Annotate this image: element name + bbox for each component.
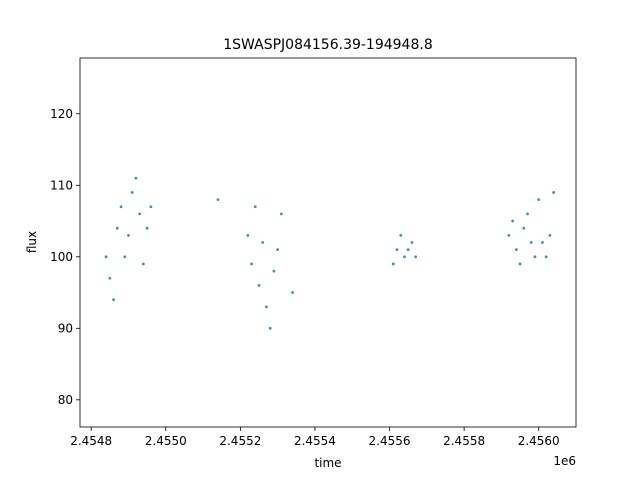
data-point [119, 205, 123, 209]
x-axis-offset-label: 1e6 [553, 454, 576, 468]
plot-area-frame [79, 57, 577, 428]
data-point [138, 212, 142, 216]
x-tick-label: 2.4548 [70, 434, 112, 448]
x-tick-label: 2.4560 [518, 434, 560, 448]
x-tick-label: 2.4554 [294, 434, 336, 448]
data-point [541, 241, 544, 244]
data-point [544, 255, 548, 259]
x-tick-label: 2.4550 [145, 434, 187, 448]
y-tick-label: 80 [58, 393, 73, 407]
data-point [537, 198, 541, 201]
data-point [265, 305, 268, 309]
y-tick-label: 120 [50, 107, 73, 121]
x-tick-label: 2.4556 [369, 434, 411, 448]
data-point [518, 262, 522, 266]
chart-title: 1SWASPJ084156.39-194948.8 [223, 37, 432, 53]
data-point [548, 233, 552, 237]
x-tick-label: 2.4558 [443, 434, 485, 448]
data-point [216, 198, 220, 201]
data-point [276, 248, 280, 252]
data-point [250, 262, 253, 266]
y-tick-label: 110 [50, 178, 73, 192]
data-point [272, 269, 276, 273]
y-tick-label: 100 [50, 250, 73, 264]
data-point [123, 255, 127, 259]
data-point [291, 291, 294, 294]
data-point [552, 191, 556, 194]
y-tick-label: 90 [58, 321, 73, 335]
data-point [246, 233, 250, 237]
data-points [104, 176, 556, 330]
data-point [149, 205, 153, 209]
data-point [112, 298, 115, 302]
x-axis-label: time [314, 456, 341, 470]
data-point [391, 262, 395, 266]
data-point [257, 284, 261, 287]
data-point [522, 226, 526, 230]
x-tick-label: 2.4552 [219, 434, 261, 448]
x-axis: 2.4548 2.4550 2.4552 2.4554 2.4556 2.4558 2.45… [70, 427, 560, 448]
data-point [261, 241, 265, 244]
data-point [108, 276, 112, 280]
data-point [403, 255, 406, 259]
data-point [253, 205, 257, 209]
data-point [134, 176, 138, 180]
data-point [529, 241, 533, 244]
data-point [142, 262, 145, 266]
data-point [511, 219, 514, 223]
data-point [507, 233, 511, 237]
y-axis-label: flux [25, 231, 39, 253]
data-point [514, 248, 518, 252]
data-point [395, 248, 399, 252]
data-point [414, 255, 418, 259]
data-point [127, 233, 130, 237]
data-point [399, 233, 403, 237]
data-point [406, 248, 410, 252]
data-point [145, 226, 149, 230]
data-point [104, 255, 108, 259]
data-point [533, 255, 537, 259]
data-point [526, 212, 529, 216]
y-axis: 80 90 100 110 120 [50, 107, 80, 407]
data-point [279, 212, 283, 216]
data-point [268, 326, 272, 330]
data-point [115, 226, 119, 230]
data-point [130, 191, 134, 194]
data-point [410, 241, 414, 244]
